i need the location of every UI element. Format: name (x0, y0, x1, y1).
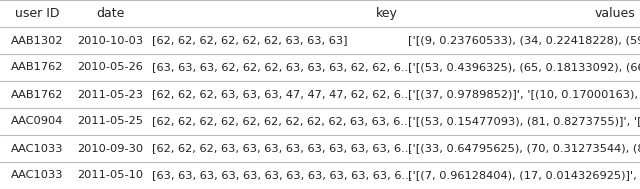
Text: 2010-10-03: 2010-10-03 (77, 36, 143, 46)
Text: AAC1033: AAC1033 (10, 170, 63, 180)
Text: ['[(33, 0.64795625), (70, 0.31273544), (87, 0....: ['[(33, 0.64795625), (70, 0.31273544), (… (408, 143, 640, 153)
Text: 2010-05-26: 2010-05-26 (77, 63, 143, 73)
Text: values: values (594, 7, 635, 20)
Text: AAC0904: AAC0904 (11, 116, 63, 126)
Text: [62, 62, 62, 63, 63, 63, 47, 47, 47, 62, 62, 6...: [62, 62, 62, 63, 63, 63, 47, 47, 47, 62,… (152, 90, 412, 99)
Text: ['[(37, 0.9789852)]', '[(10, 0.17000163), (35,...: ['[(37, 0.9789852)]', '[(10, 0.17000163)… (408, 90, 640, 99)
Text: AAB1762: AAB1762 (11, 90, 63, 99)
Text: [63, 63, 63, 62, 62, 62, 63, 63, 63, 62, 62, 6...: [63, 63, 63, 62, 62, 62, 63, 63, 63, 62,… (152, 63, 412, 73)
Text: user ID: user ID (15, 7, 59, 20)
Text: date: date (96, 7, 125, 20)
Text: AAB1762: AAB1762 (11, 63, 63, 73)
Text: 2010-09-30: 2010-09-30 (77, 143, 143, 153)
Text: [62, 62, 62, 63, 63, 63, 63, 63, 63, 63, 63, 6...: [62, 62, 62, 63, 63, 63, 63, 63, 63, 63,… (152, 143, 412, 153)
Text: ['[(53, 0.4396325), (65, 0.18133092), (66, 0.3...: ['[(53, 0.4396325), (65, 0.18133092), (6… (408, 63, 640, 73)
Text: 2011-05-25: 2011-05-25 (77, 116, 143, 126)
Text: ['[(7, 0.96128404), (17, 0.014326925)]', '[(7,...: ['[(7, 0.96128404), (17, 0.014326925)]',… (408, 170, 640, 180)
Text: ['[(9, 0.23760533), (34, 0.22418228), (59, 0.5...: ['[(9, 0.23760533), (34, 0.22418228), (5… (408, 36, 640, 46)
Text: [62, 62, 62, 62, 62, 62, 63, 63, 63]: [62, 62, 62, 62, 62, 62, 63, 63, 63] (152, 36, 348, 46)
Text: 2011-05-23: 2011-05-23 (77, 90, 143, 99)
Text: AAB1302: AAB1302 (10, 36, 63, 46)
Text: 2011-05-10: 2011-05-10 (77, 170, 143, 180)
Text: key: key (376, 7, 398, 20)
Text: ['[(53, 0.15477093), (81, 0.8273755)]', '[(20,...: ['[(53, 0.15477093), (81, 0.8273755)]', … (408, 116, 640, 126)
Text: [62, 62, 62, 62, 62, 62, 62, 62, 62, 63, 63, 6...: [62, 62, 62, 62, 62, 62, 62, 62, 62, 63,… (152, 116, 412, 126)
Text: [63, 63, 63, 63, 63, 63, 63, 63, 63, 63, 63, 6...: [63, 63, 63, 63, 63, 63, 63, 63, 63, 63,… (152, 170, 413, 180)
Text: AAC1033: AAC1033 (10, 143, 63, 153)
